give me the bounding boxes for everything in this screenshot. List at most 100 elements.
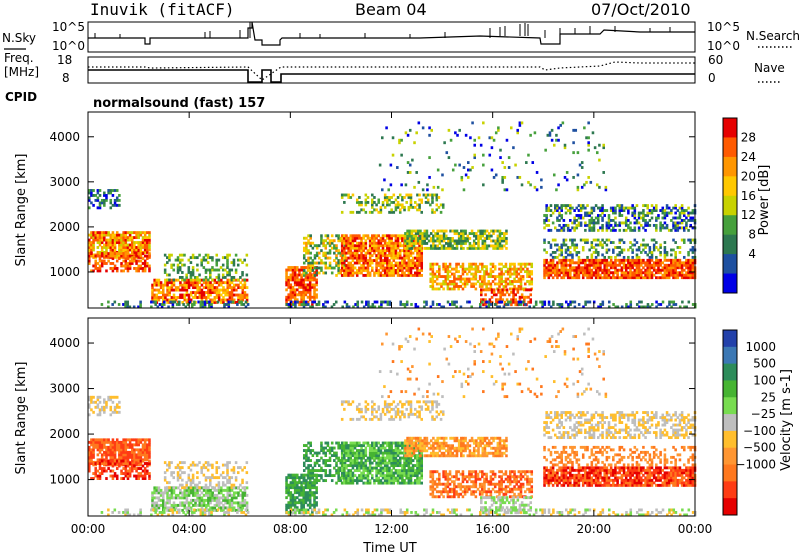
power-echo-cell xyxy=(211,301,214,304)
power-colorbar-frame xyxy=(722,117,738,294)
power-echo-cell xyxy=(351,273,355,277)
power-echo-cell xyxy=(480,290,483,294)
velocity-echo-cell xyxy=(170,493,174,497)
power-echo-cell xyxy=(674,276,677,280)
velocity-echo-cell xyxy=(105,477,108,480)
power-echo-cell xyxy=(670,209,673,212)
power-echo-cell xyxy=(196,278,199,282)
power-echo-cell xyxy=(124,246,128,249)
power-echo-cell xyxy=(139,241,143,244)
power-echo-cell xyxy=(526,262,529,266)
power-colorbar-color-block xyxy=(723,176,737,197)
velocity-echo-cell xyxy=(100,405,104,409)
power-echo-cell xyxy=(530,265,534,269)
power-echo-cell xyxy=(685,261,688,265)
power-echo-cell xyxy=(481,275,484,278)
velocity-echo-cell xyxy=(172,503,176,507)
power-echo-cell xyxy=(691,276,695,280)
cpid-label: CPID xyxy=(5,90,37,104)
power-echo-cell xyxy=(241,261,244,265)
power-echo-cell xyxy=(454,163,457,167)
power-echo-cell xyxy=(637,226,641,230)
power-echo-cell xyxy=(351,193,355,197)
power-echo-cell xyxy=(468,265,471,269)
power-echo-cell xyxy=(340,251,344,255)
power-echo-cell xyxy=(620,251,624,254)
power-echo-cell xyxy=(130,231,134,235)
power-echo-cell xyxy=(584,258,587,262)
power-echo-cell xyxy=(629,206,632,210)
power-echo-cell xyxy=(115,255,119,259)
power-echo-cell xyxy=(120,248,123,252)
velocity-echo-cell xyxy=(122,448,125,452)
power-echo-cell xyxy=(648,273,652,277)
power-echo-cell xyxy=(305,249,308,253)
power-echo-cell xyxy=(609,271,613,275)
power-echo-cell xyxy=(691,263,695,267)
velocity-echo-cell xyxy=(174,503,178,507)
velocity-echo-cell xyxy=(113,450,117,454)
power-echo-cell xyxy=(494,303,497,306)
power-echo-cell xyxy=(394,203,398,207)
power-echo-cell xyxy=(566,268,570,272)
power-echo-cell xyxy=(407,193,411,197)
power-echo-cell xyxy=(220,281,223,285)
velocity-echo-cell xyxy=(120,443,123,447)
power-echo-cell xyxy=(381,254,385,258)
power-echo-cell xyxy=(126,254,130,258)
power-echo-cell xyxy=(666,305,669,309)
power-echo-cell xyxy=(366,236,370,240)
power-echo-cell xyxy=(185,278,189,282)
power-echo-cell xyxy=(409,198,413,202)
velocity-echo-cell xyxy=(215,498,219,502)
power-echo-cell xyxy=(462,246,465,250)
power-echo-cell xyxy=(543,219,546,222)
power-echo-cell xyxy=(291,285,295,289)
power-echo-cell xyxy=(521,267,525,271)
velocity-echo-cell xyxy=(105,459,108,463)
power-echo-cell xyxy=(440,282,443,286)
power-echo-cell xyxy=(155,296,159,299)
velocity-echo-cell xyxy=(100,453,104,457)
power-echo-cell xyxy=(547,268,551,272)
power-echo-cell xyxy=(113,246,117,249)
power-echo-cell xyxy=(389,183,393,187)
power-echo-cell xyxy=(558,305,562,309)
power-echo-cell xyxy=(481,265,484,269)
power-echo-cell xyxy=(506,272,510,276)
power-echo-cell xyxy=(405,300,409,304)
power-echo-cell xyxy=(306,300,310,304)
power-echo-cell xyxy=(209,291,212,294)
power-echo-cell xyxy=(413,185,416,189)
power-echo-cell xyxy=(624,258,628,262)
velocity-echo-cell xyxy=(148,438,151,442)
power-echo-cell xyxy=(390,210,393,214)
power-echo-cell xyxy=(291,278,295,282)
power-echo-cell xyxy=(571,238,574,242)
power-echo-cell xyxy=(109,262,113,265)
power-echo-cell xyxy=(396,254,400,258)
power-echo-cell xyxy=(423,305,426,309)
power-echo-cell xyxy=(241,291,245,294)
power-echo-cell xyxy=(461,262,465,266)
power-echo-cell xyxy=(665,226,669,230)
power-echo-cell xyxy=(601,303,605,306)
velocity-echo-cell xyxy=(196,498,199,502)
power-echo-cell xyxy=(137,264,140,268)
velocity-echo-cell xyxy=(94,469,97,473)
power-echo-cell xyxy=(353,254,357,258)
power-echo-cell xyxy=(556,263,559,267)
power-echo-cell xyxy=(126,300,129,304)
power-echo-cell xyxy=(90,252,93,256)
power-echo-cell xyxy=(455,277,458,281)
power-echo-cell xyxy=(135,266,138,270)
power-echo-cell xyxy=(324,254,328,258)
power-echo-cell xyxy=(358,234,361,238)
power-echo-cell xyxy=(401,203,404,207)
power-echo-cell xyxy=(637,255,641,259)
power-echo-cell xyxy=(498,239,502,243)
velocity-echo-cell xyxy=(98,438,102,442)
velocity-echo-cell xyxy=(135,467,138,470)
power-echo-cell xyxy=(379,273,383,277)
power-echo-cell xyxy=(107,238,110,242)
